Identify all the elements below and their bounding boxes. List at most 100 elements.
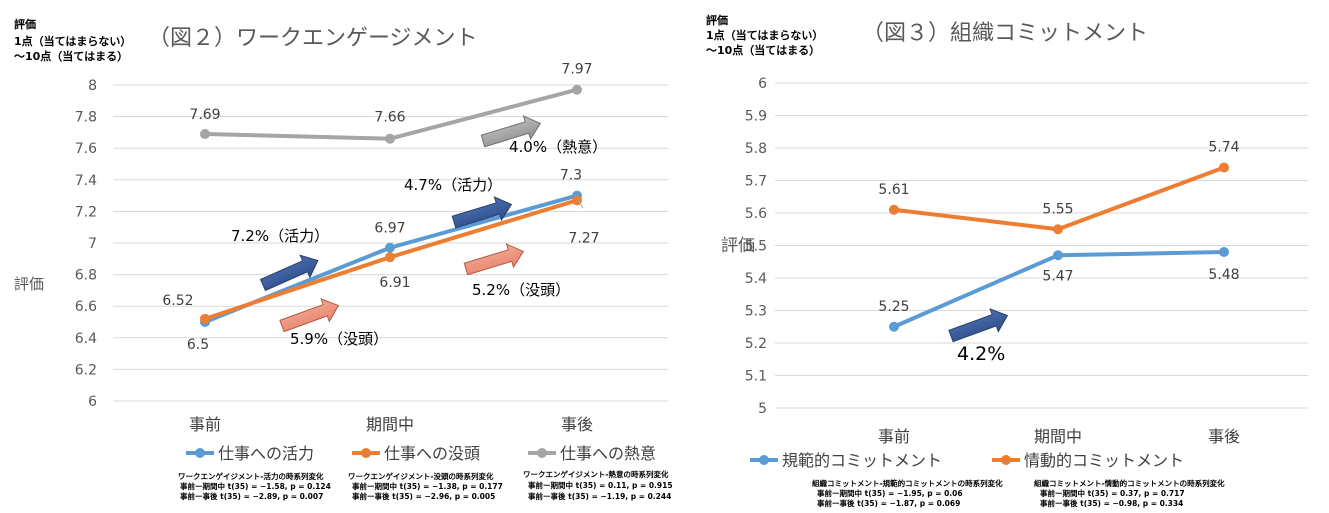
- data-label: 7.66: [374, 110, 405, 126]
- data-point: [385, 242, 395, 253]
- legend-entry: 仕事への活力: [218, 444, 314, 463]
- y-tick-label: 5.6: [745, 206, 767, 222]
- y-tick-label: 5: [758, 401, 767, 417]
- annotation: 7.2%（活力）: [231, 227, 329, 245]
- stats-line: 事前ー期間中 t(35) = 0.11, p = 0.915: [528, 480, 673, 490]
- trend-arrow-icon: [279, 298, 340, 333]
- data-point: [889, 204, 899, 215]
- stats-line: 事前ー事後 t(35) = −2.96, p = 0.005: [352, 491, 495, 501]
- chart-title: （図３）組織コミットメント: [862, 21, 1148, 46]
- legend: 規範的コミットメント 情動的コミットメント: [750, 451, 1184, 470]
- data-labels: 5.25 5.47 5.48 5.61 5.55 5.74: [878, 140, 1239, 315]
- stats-notes: 組織コミットメント-規範的コミットメントの時系列変化 事前ー期間中 t(35) …: [812, 478, 1225, 508]
- data-label: 5.74: [1208, 140, 1239, 156]
- stats-heading: 組織コミットメント-情動的コミットメントの時系列変化: [1034, 478, 1225, 488]
- data-label: 5.55: [1042, 201, 1073, 217]
- y-axis-label-line: 1点（当てはまらない）: [14, 34, 131, 48]
- legend-marker-icon: [195, 448, 205, 458]
- x-axis-ticks: 事前 期間中 事後: [878, 427, 1240, 446]
- x-axis-ticks: 事前 期間中 事後: [189, 415, 593, 434]
- y-tick-label: 5.1: [745, 369, 767, 385]
- legend-entry: 情動的コミットメント: [1024, 451, 1184, 470]
- y-axis-ticks: 6 6.2 6.4 6.6 6.8 7 7.2 7.4 7.6 7.8 8: [75, 78, 97, 410]
- series-points: [200, 84, 582, 327]
- stats-line: 事前ー事後 t(35) = −0.98, p = 0.334: [1040, 498, 1183, 508]
- data-label: 6.52: [162, 293, 193, 309]
- legend: 仕事への活力 仕事への没頭 仕事への熱意: [186, 444, 656, 463]
- y-axis-label-line: ～10点（当てはまる）: [706, 43, 820, 57]
- annotation: 4.2%: [957, 343, 1005, 365]
- chart-organizational-commitment: （図３）組織コミットメント 評価 1点（当てはまらない） ～10点（当てはまる）…: [706, 13, 1308, 508]
- series-line: [893, 165, 1225, 232]
- data-label: 6.5: [187, 337, 209, 353]
- stats-line: 事前ー事後 t(35) = −1.87, p = 0.069: [817, 498, 960, 508]
- y-tick-label: 7.2: [75, 204, 97, 220]
- data-label: 5.25: [878, 299, 909, 315]
- trend-arrow-icon: [463, 243, 525, 276]
- y-tick-label: 6.8: [75, 268, 97, 284]
- data-point: [200, 128, 210, 139]
- data-point: [385, 252, 395, 263]
- legend-entry: 仕事への没頭: [384, 444, 480, 463]
- data-label: 7.27: [568, 230, 599, 246]
- y-axis-label-line: 1点（当てはまらない）: [706, 28, 823, 42]
- data-point: [1053, 250, 1063, 261]
- y-tick-label: 7: [88, 236, 97, 252]
- legend-marker-icon: [759, 455, 769, 465]
- annotation: 5.9%（没頭）: [290, 330, 388, 348]
- trend-arrow-icon: [480, 115, 542, 148]
- y-tick-label: 6.4: [75, 331, 97, 347]
- y-tick-label: 5.5: [745, 239, 767, 255]
- data-label: 5.61: [878, 182, 909, 198]
- data-label: 6.91: [379, 275, 410, 291]
- data-label: 7.3: [560, 168, 582, 184]
- legend-entry: 規範的コミットメント: [782, 451, 942, 470]
- stats-line: 事前ー期間中 t(35) = −1.58, p = 0.124: [180, 481, 331, 491]
- stats-heading: 組織コミットメント-規範的コミットメントの時系列変化: [812, 478, 1003, 488]
- y-tick-label: 5.2: [745, 336, 767, 352]
- x-tick-label: 期間中: [366, 415, 414, 434]
- trend-arrow-icon: [451, 196, 513, 229]
- y-tick-label: 6: [88, 394, 97, 410]
- legend-marker-icon: [1001, 455, 1011, 465]
- annotation: 5.2%（没頭）: [472, 281, 570, 299]
- stats-heading: ワークエンゲイジメント-熱意の時系列変化: [523, 469, 669, 479]
- stats-line: 事前ー事後 t(35) = −2.89, p = 0.007: [180, 491, 323, 501]
- y-axis-label-line: 評価: [706, 13, 728, 27]
- series-points: [889, 162, 1229, 332]
- data-point: [200, 313, 210, 324]
- gridlines: [775, 82, 1308, 409]
- legend-entry: 仕事への熱意: [560, 444, 656, 463]
- annotation: 4.0%（熱意）: [509, 138, 607, 156]
- y-tick-label: 5.8: [745, 141, 767, 157]
- x-tick-label: 事前: [878, 427, 910, 446]
- y-axis-label-line: 評価: [14, 17, 36, 31]
- y-axis-ticks: 5 5.1 5.2 5.3 5.4 5.5 5.6 5.7 5.8 5.9 6: [745, 76, 767, 417]
- label-leader-line: [577, 199, 584, 209]
- stats-line: 事前ー事後 t(35) = −1.19, p = 0.244: [528, 491, 671, 501]
- stats-line: 事前ー期間中 t(35) = 0.37, p = 0.717: [1040, 488, 1185, 498]
- y-axis-label: 評価: [14, 275, 44, 293]
- y-tick-label: 5.4: [745, 271, 767, 287]
- stats-line: 事前ー期間中 t(35) = −1.38, p = 0.177: [352, 481, 503, 491]
- data-label: 5.48: [1208, 267, 1239, 283]
- x-tick-label: 事前: [189, 415, 221, 434]
- data-label: 6.97: [374, 221, 405, 237]
- data-labels: 6.5 6.97 7.3 6.52 6.91 7.27 7.69 7.66 7.97: [162, 62, 599, 353]
- x-tick-label: 期間中: [1034, 427, 1082, 446]
- data-label: 7.69: [189, 107, 220, 123]
- data-point: [1219, 247, 1229, 257]
- x-tick-label: 事後: [561, 415, 593, 434]
- data-point: [1219, 162, 1229, 173]
- data-point: [1053, 224, 1063, 235]
- chart-title: （図２）ワークエンゲージメント: [148, 26, 478, 51]
- y-tick-label: 6.6: [75, 299, 97, 315]
- stats-heading: ワークエンゲイジメント-活力の時系列変化: [178, 471, 324, 481]
- data-label: 5.47: [1042, 268, 1073, 284]
- trend-arrow-icon: [948, 308, 1009, 343]
- y-tick-label: 6: [758, 76, 767, 92]
- annotation: 4.7%（活力）: [404, 176, 502, 194]
- y-tick-label: 8: [88, 78, 97, 94]
- data-point: [385, 133, 395, 144]
